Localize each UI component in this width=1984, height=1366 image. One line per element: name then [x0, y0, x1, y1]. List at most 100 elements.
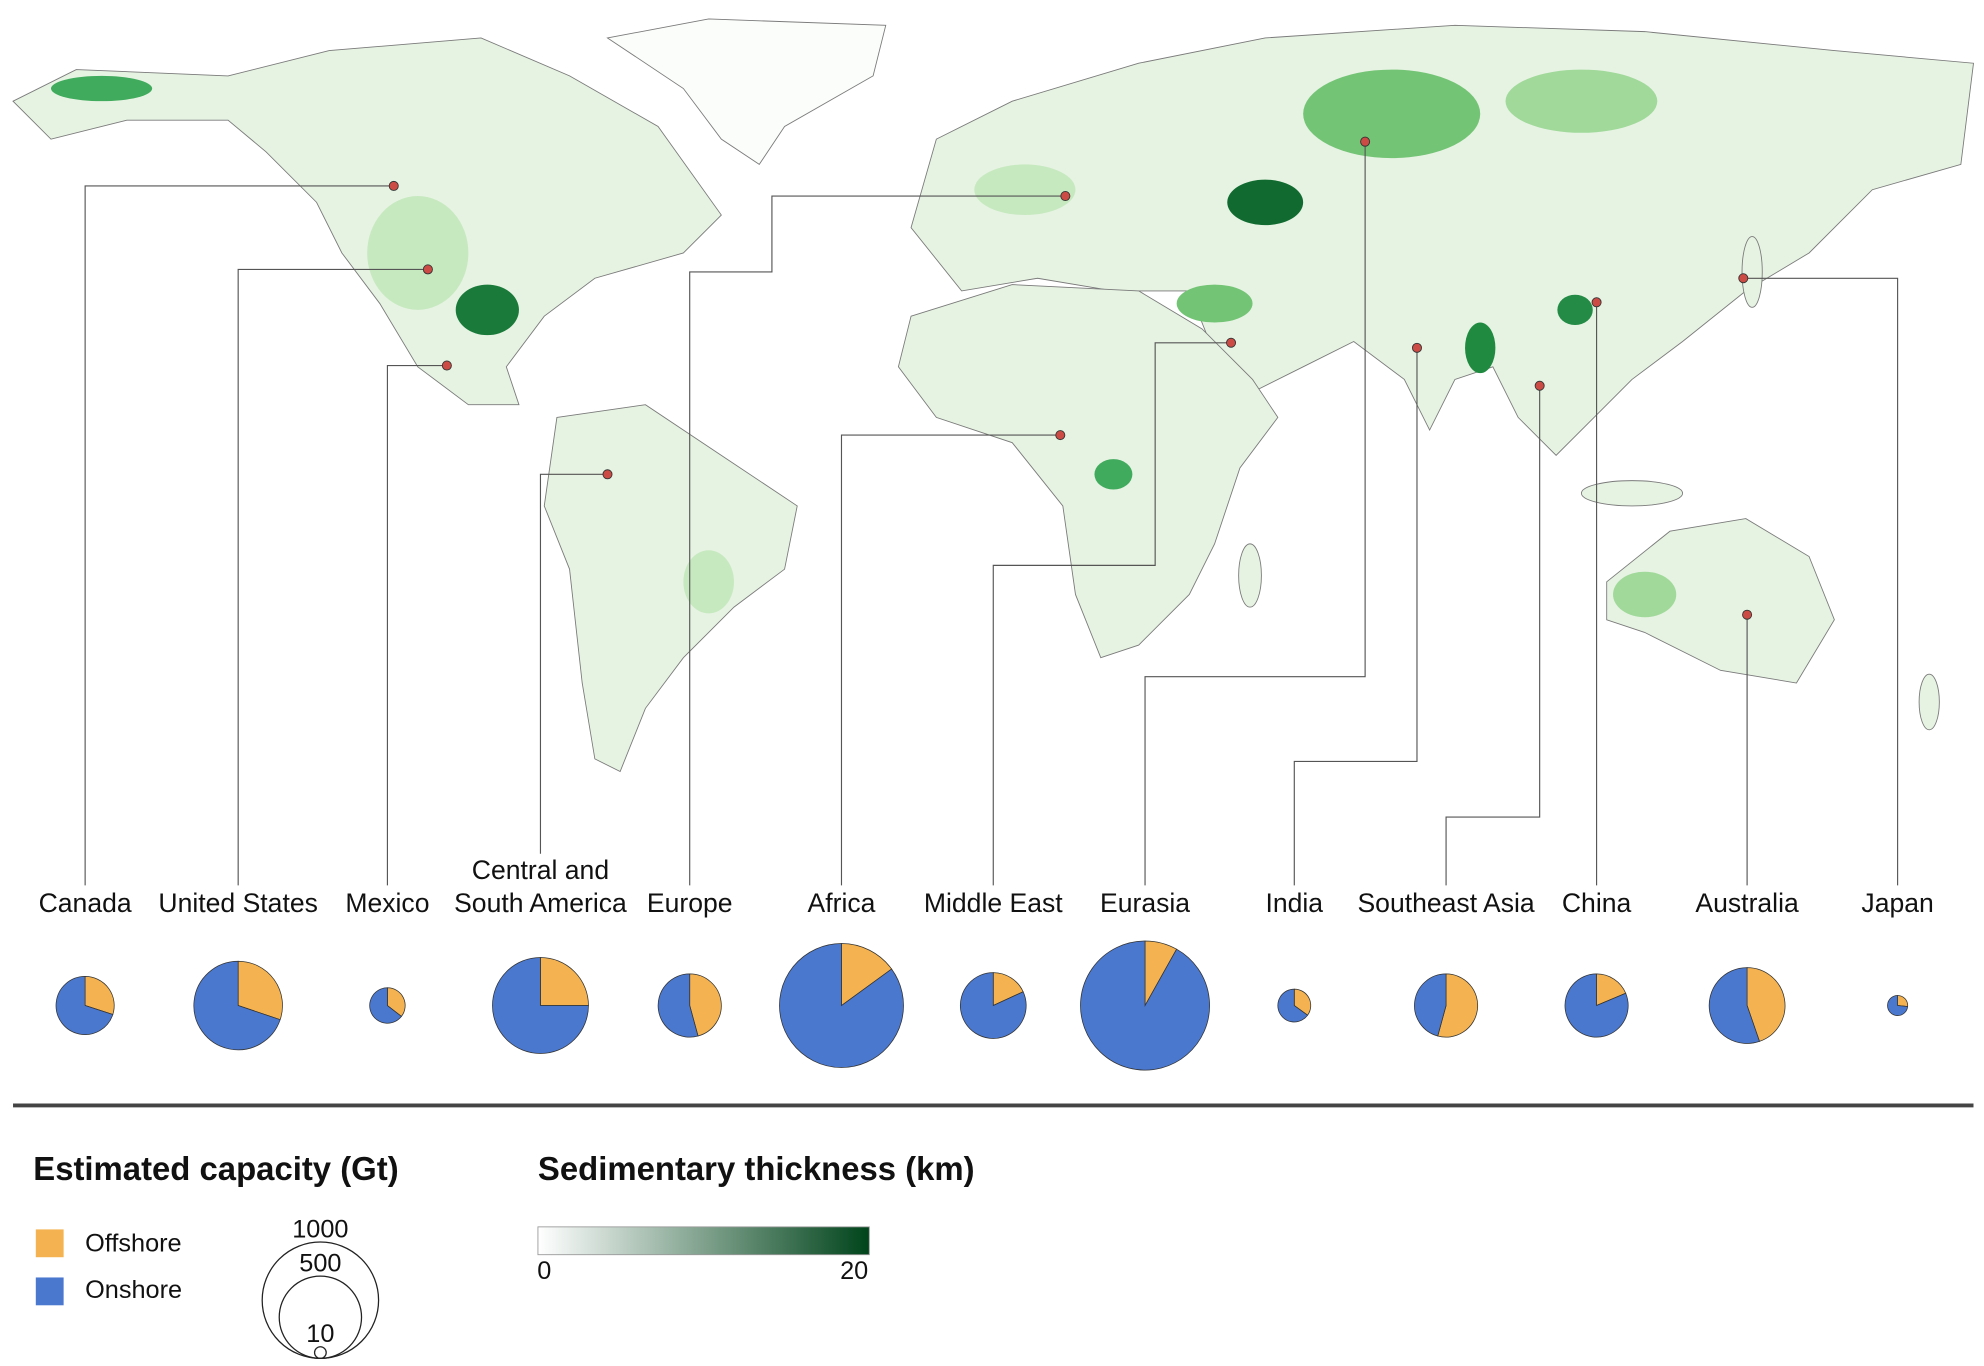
region-labels: Canada United States Mexico Central and Sou… [0, 845, 1984, 921]
region-label-box: Eurasia [1100, 889, 1191, 919]
sediment-patch [455, 284, 519, 336]
leader-line [1445, 385, 1541, 886]
colorbar-tick-label: 20 [840, 1257, 868, 1285]
indonesia [1580, 480, 1684, 507]
pie-slice-offshore [1746, 967, 1786, 1042]
region-point [602, 469, 613, 480]
size-legend-label: 10 [306, 1320, 334, 1348]
region-label: Canada [38, 889, 132, 919]
pie-slice-offshore [387, 987, 406, 1017]
region-label-box: China [1457, 845, 1735, 921]
pie-slice-offshore [841, 943, 893, 1007]
region-label-wrap: United States [99, 845, 377, 921]
region-label-wrap: Australia [1608, 845, 1886, 921]
legend-swatch [35, 1229, 64, 1258]
region-point [1060, 191, 1071, 202]
region-label-wrap: Mexico [248, 845, 526, 921]
region-point [1591, 297, 1602, 308]
japan [1741, 236, 1763, 308]
region-label-box: Southeast Asia [1307, 845, 1585, 921]
region-label-box: India [1265, 889, 1323, 918]
leader-line [1144, 141, 1366, 886]
size-legend-label: 500 [299, 1249, 341, 1277]
leaders [84, 136, 1899, 886]
leader-line [237, 268, 428, 886]
pie-slice-onshore [1708, 967, 1760, 1044]
colorbar [537, 1226, 870, 1256]
south-america [543, 404, 798, 773]
pie-slice-onshore [1414, 973, 1447, 1037]
size-legend: 1000 500 10 [261, 1215, 380, 1360]
pie-slice-onshore [55, 976, 114, 1035]
region-label-box: Europe [647, 889, 733, 918]
pie-slice-offshore [689, 973, 722, 1037]
region-point [1534, 380, 1545, 391]
north-america [12, 37, 722, 406]
region-label-wrap: Japan [1758, 845, 1984, 921]
region-point [422, 264, 433, 275]
pie-slice-offshore [84, 976, 115, 1015]
sediment-patch [1613, 571, 1677, 618]
australia [1606, 518, 1835, 684]
sediment-patch [1557, 294, 1593, 326]
sediment-patch [1176, 284, 1253, 323]
leader-line [84, 185, 394, 886]
region-label-wrap: Canada [0, 845, 224, 921]
legend-title: Estimated capacity (Gt) [33, 1150, 398, 1187]
sediment-patch [1227, 179, 1304, 226]
region-label-wrap: China [1457, 845, 1735, 921]
pie-slice-onshore [369, 987, 402, 1024]
region-point [1411, 342, 1422, 353]
region-point [441, 360, 452, 371]
sediment-patch [1094, 459, 1133, 490]
sediment-patches [50, 69, 1677, 618]
region-label: Middle East [923, 889, 1063, 919]
region-point [1226, 337, 1237, 348]
greenland [606, 18, 887, 166]
legend-label: Offshore [85, 1229, 181, 1257]
leader-line [539, 473, 608, 854]
region-label-box: Japan [1758, 845, 1984, 921]
region-label-wrap: Southeast Asia [1307, 845, 1585, 921]
region-label-box: Australia [1608, 845, 1886, 921]
region-label-box: Middle East [923, 889, 1063, 919]
pie-slice-onshore [492, 957, 589, 1054]
basemap [12, 18, 1974, 773]
region-point [1738, 273, 1749, 284]
sediment-patch [974, 164, 1076, 216]
pie-slice-offshore [1293, 988, 1312, 1016]
new-zealand [1918, 673, 1940, 731]
leader-line [689, 195, 1066, 886]
leader-line [1293, 347, 1418, 886]
region-point [1360, 136, 1371, 147]
region-point [1742, 609, 1753, 620]
colorbar-title: Sedimentary thickness (km) [538, 1150, 975, 1187]
pie-slice-onshore [1277, 988, 1309, 1023]
pie-slice-onshore [959, 972, 1027, 1039]
leader-line [386, 364, 447, 886]
sediment-patch [1505, 69, 1658, 133]
region-label-box: Central and South America [454, 856, 627, 919]
region-label-box: Canada [0, 845, 224, 921]
region-label-box: Mexico [248, 845, 526, 921]
leader-line [840, 434, 1061, 886]
leader-line [1743, 277, 1899, 886]
pie-slice-onshore [779, 943, 904, 1068]
region-label: Africa [807, 889, 876, 919]
sediment-patch [683, 550, 734, 614]
sediment-patch [1465, 322, 1496, 374]
pie-slice-onshore [657, 973, 699, 1038]
region-label: Central and South America [454, 856, 627, 919]
region-label-box: Africa [807, 889, 876, 919]
legend-label: Onshore [85, 1276, 182, 1304]
madagascar [1238, 543, 1262, 608]
sediment-patch [1303, 69, 1481, 159]
region-label: Australia [1695, 889, 1799, 919]
size-legend-label: 1000 [292, 1215, 348, 1243]
leader-line [992, 342, 1232, 886]
region-label: United States [158, 889, 318, 919]
region-label: Eurasia [1100, 889, 1191, 919]
pie-slice-onshore [1080, 940, 1210, 1071]
